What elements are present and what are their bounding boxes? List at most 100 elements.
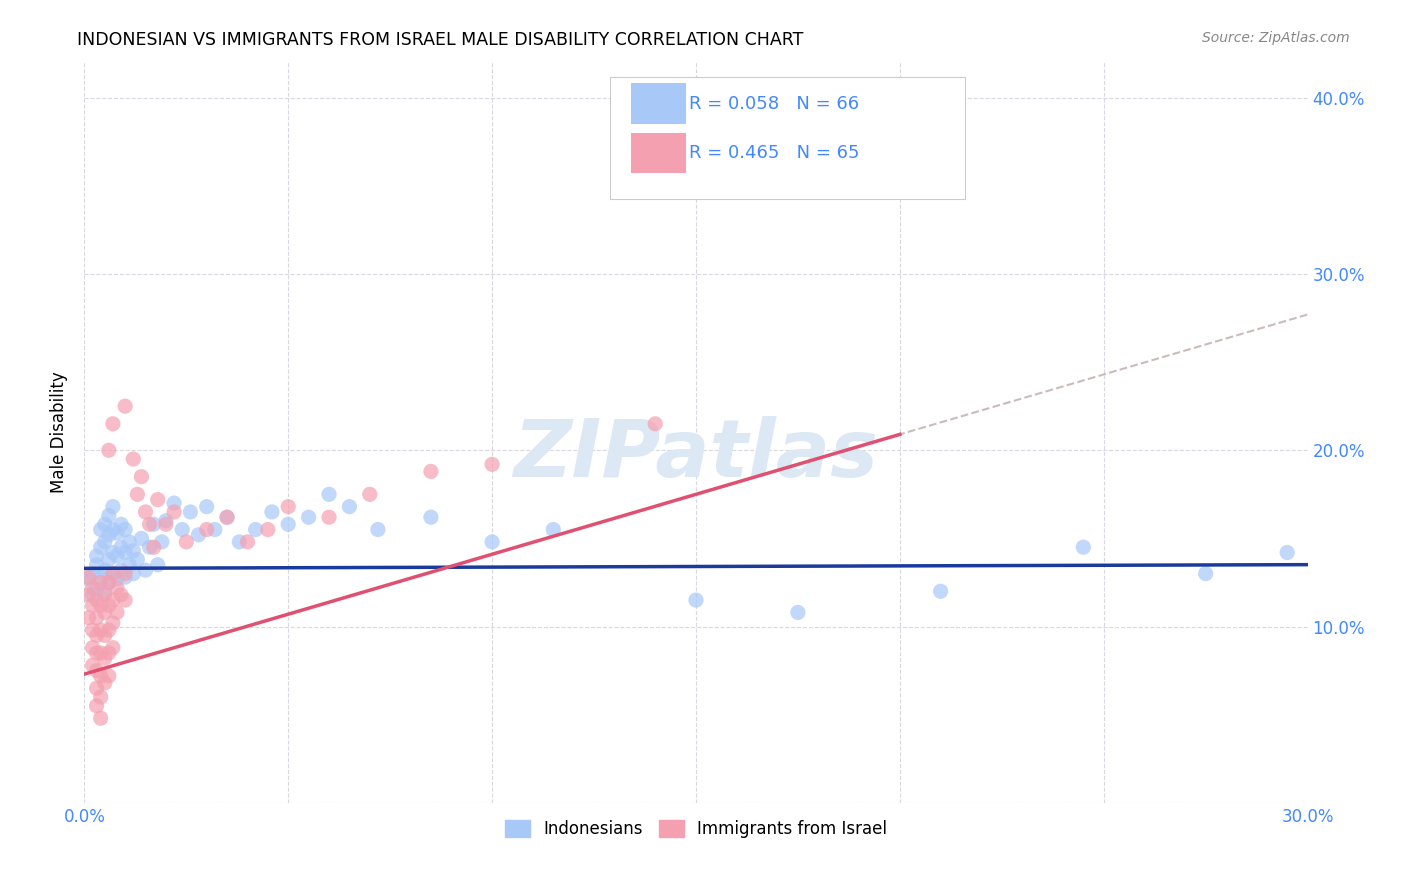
Point (135, 505, 157, 519)
Point (318, 487, 340, 501)
Point (82, 599, 104, 613)
Point (97, 575, 120, 590)
Point (644, 417, 666, 431)
Point (77, 588, 100, 602)
Point (114, 566, 136, 581)
Point (245, 523, 267, 537)
Point (86, 558, 108, 572)
Point (93, 676, 115, 690)
Point (101, 640, 124, 655)
Point (138, 540, 160, 554)
Point (90, 540, 112, 554)
Point (155, 517, 177, 532)
Point (86, 646, 108, 660)
Point (110, 563, 132, 577)
Point (105, 606, 128, 620)
Point (90, 599, 112, 613)
Point (90, 646, 112, 660)
Point (142, 540, 165, 554)
Point (90, 669, 112, 683)
Point (93, 584, 115, 599)
Point (114, 570, 136, 584)
Point (217, 510, 239, 524)
Point (101, 593, 124, 607)
Point (131, 532, 153, 546)
FancyBboxPatch shape (631, 133, 686, 173)
Point (217, 510, 239, 524)
Point (93, 517, 115, 532)
Point (97, 552, 120, 566)
Point (97, 508, 120, 523)
Point (101, 615, 124, 630)
Point (93, 535, 115, 549)
Point (82, 623, 104, 637)
Point (787, 606, 810, 620)
Point (228, 535, 250, 549)
Point (82, 588, 104, 602)
Point (114, 399, 136, 413)
Point (114, 593, 136, 607)
Text: R = 0.058   N = 66: R = 0.058 N = 66 (689, 95, 859, 112)
Point (93, 606, 115, 620)
Point (105, 549, 128, 563)
Point (90, 690, 112, 704)
Point (86, 582, 108, 597)
Point (86, 681, 108, 696)
Point (155, 514, 177, 528)
Point (118, 535, 141, 549)
Point (97, 646, 120, 660)
Point (110, 588, 132, 602)
Point (260, 505, 283, 519)
Point (90, 623, 112, 637)
Point (77, 572, 100, 586)
Point (127, 487, 149, 501)
Point (187, 528, 209, 542)
Point (101, 523, 124, 537)
Point (163, 505, 186, 519)
Point (138, 517, 160, 532)
Point (97, 575, 120, 590)
Point (135, 563, 157, 577)
Legend: Indonesians, Immigrants from Israel: Indonesians, Immigrants from Israel (496, 812, 896, 847)
Point (146, 558, 169, 572)
FancyBboxPatch shape (631, 83, 686, 124)
Text: Source: ZipAtlas.com: Source: ZipAtlas.com (1202, 31, 1350, 45)
Point (82, 640, 104, 655)
Point (163, 496, 186, 510)
Point (131, 469, 153, 483)
Point (97, 669, 120, 683)
Point (298, 510, 321, 524)
Point (97, 443, 120, 458)
Point (110, 540, 132, 554)
Point (127, 552, 149, 566)
Point (86, 628, 108, 642)
Point (101, 566, 124, 581)
Point (420, 464, 443, 478)
Point (86, 698, 108, 713)
Point (93, 563, 115, 577)
Point (105, 526, 128, 541)
Point (105, 581, 128, 595)
Point (195, 523, 218, 537)
Point (204, 523, 226, 537)
Text: R = 0.465   N = 65: R = 0.465 N = 65 (689, 145, 859, 162)
Point (146, 492, 169, 507)
Point (82, 566, 104, 581)
Point (93, 651, 115, 665)
Point (195, 500, 218, 514)
Point (105, 572, 128, 586)
Point (82, 581, 104, 595)
Point (339, 500, 361, 514)
Point (118, 558, 141, 572)
Point (150, 535, 173, 549)
Text: ZIPatlas: ZIPatlas (513, 416, 879, 494)
Point (1195, 566, 1218, 581)
Point (90, 570, 112, 584)
Point (420, 510, 443, 524)
Point (236, 535, 259, 549)
Point (110, 517, 132, 532)
Point (1277, 545, 1299, 559)
Point (97, 528, 120, 542)
Point (101, 566, 124, 581)
Point (90, 575, 112, 590)
